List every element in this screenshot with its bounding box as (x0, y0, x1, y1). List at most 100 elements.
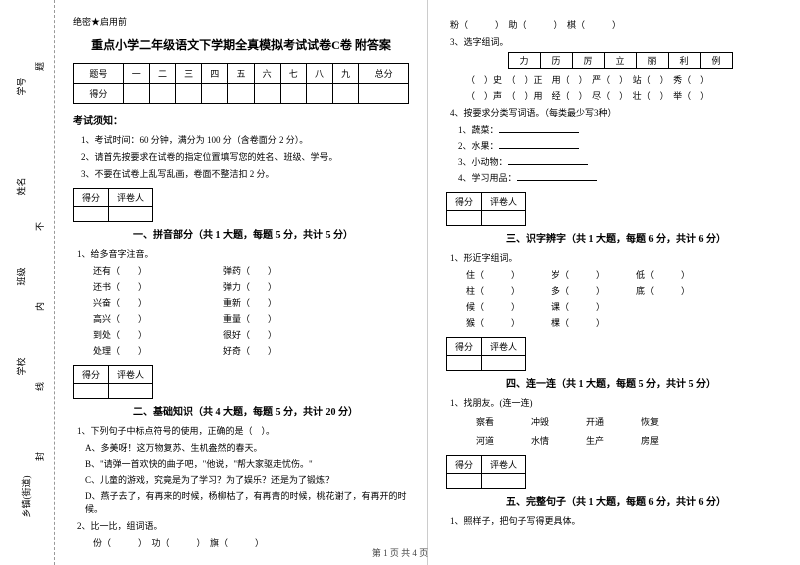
pinyin-item[interactable]: 重新（ ） (223, 296, 353, 309)
grader-cell[interactable] (482, 474, 526, 489)
option-a[interactable]: A、多美呀！这万物复苏、生机盎然的春天。 (85, 441, 409, 454)
q1-1: 1、给多音字注音。 (77, 247, 409, 260)
char: 利 (668, 53, 700, 69)
cell[interactable] (228, 84, 254, 104)
near-row[interactable]: 猴（ ）棵（ ） (466, 316, 782, 329)
cell[interactable] (359, 84, 409, 104)
score-cell[interactable] (74, 207, 109, 222)
score-cell[interactable] (74, 384, 109, 399)
section-score-box: 得分评卷人 (73, 188, 153, 222)
grader-label: 评卷人 (482, 338, 526, 356)
seal-mark: 封 (33, 452, 46, 461)
cell[interactable] (202, 84, 228, 104)
score-table: 题号 一 二 三 四 五 六 七 八 九 总分 得分 (73, 63, 409, 104)
lian-row-bottom[interactable]: 河道水情生产房屋 (476, 434, 782, 447)
page-footer: 第 1 页 共 4 页 (0, 546, 800, 559)
q3-1: 1、形近字组词。 (450, 251, 782, 264)
cell[interactable] (123, 84, 149, 104)
field-township[interactable]: 乡镇(街道) (20, 476, 33, 518)
char: 立 (604, 53, 636, 69)
cell[interactable] (280, 84, 306, 104)
grader-cell[interactable] (482, 356, 526, 371)
q5-1: 1、照样子，把句子写得更具体。 (450, 514, 782, 527)
option-c[interactable]: C、儿童的游戏，究竟是为了学习？为了娱乐？还是为了锻炼？ (85, 473, 409, 486)
notice-item: 3、不要在试卷上乱写乱画，卷面不整洁扣 2 分。 (81, 167, 409, 180)
notice-title: 考试须知： (73, 112, 409, 127)
grader-cell[interactable] (482, 211, 526, 226)
cat-item[interactable]: 2、水果： (458, 139, 782, 152)
near-row[interactable]: 柱（ ）多（ ）底（ ） (466, 284, 782, 297)
score-cell[interactable] (447, 356, 482, 371)
char: 丽 (636, 53, 668, 69)
right-column: 粉（ ） 助（ ） 棋（ ） 3、选字组词。 力历厉立丽利例 （ ）史 （ ）正… (428, 0, 800, 565)
grader-label: 评卷人 (482, 456, 526, 474)
option-b[interactable]: B、"请弹一首欢快的曲子吧，"他说，"帮大家驱走忧伤。" (85, 457, 409, 470)
grader-label: 评卷人 (109, 366, 153, 384)
row-score: 得分 (74, 84, 124, 104)
pinyin-item[interactable]: 高兴（ ） (93, 312, 223, 325)
cat-item[interactable]: 3、小动物： (458, 155, 782, 168)
line-mark: 线 (33, 382, 46, 391)
binding-margin: 乡镇(街道) 学校 班级 姓名 学号 封 线 内 不 题 (0, 0, 55, 565)
char-row[interactable]: （ ）史 （ ）正 用（ ） 严（ ） 站（ ） 秀（ ） (466, 73, 782, 86)
q2-3: 3、选字组词。 (450, 35, 782, 48)
th-total: 总分 (359, 64, 409, 84)
pinyin-item[interactable]: 重量（ ） (223, 312, 353, 325)
grader-cell[interactable] (109, 207, 153, 222)
cat-item[interactable]: 1、蔬菜： (458, 123, 782, 136)
cell[interactable] (333, 84, 359, 104)
char-row[interactable]: （ ）声 （ ）用 经（ ） 尽（ ） 壮（ ） 举（ ） (466, 89, 782, 102)
score-cell[interactable] (447, 211, 482, 226)
score-cell[interactable] (447, 474, 482, 489)
char: 例 (700, 53, 732, 69)
q2-2: 2、比一比，组词语。 (77, 519, 409, 532)
cell[interactable] (306, 84, 332, 104)
section-score-box: 得分评卷人 (446, 192, 526, 226)
field-id[interactable]: 学号 (15, 77, 28, 95)
q2-4: 4、按要求分类写词语。（每类最少写3种） (450, 106, 782, 119)
cell[interactable] (254, 84, 280, 104)
grader-label: 评卷人 (109, 189, 153, 207)
pinyin-item[interactable]: 处理（ ） (93, 344, 223, 357)
section-score-box: 得分评卷人 (446, 455, 526, 489)
option-d[interactable]: D、燕子去了，有再来的时候，杨柳枯了，有再青的时候，桃花谢了，有再开的时候。 (85, 489, 409, 515)
near-row[interactable]: 住（ ）岁（ ）低（ ） (466, 268, 782, 281)
notice-item: 2、请首先按要求在试卷的指定位置填写您的姓名、班级、学号。 (81, 150, 409, 163)
pinyin-item[interactable]: 还有（ ） (93, 264, 223, 277)
cell[interactable] (149, 84, 175, 104)
th-8: 八 (306, 64, 332, 84)
field-school[interactable]: 学校 (15, 357, 28, 375)
char: 厉 (572, 53, 604, 69)
q2-1: 1、下列句子中标点符号的使用，正确的是（ ）。 (77, 424, 409, 437)
cell[interactable] (176, 84, 202, 104)
near-row[interactable]: 候（ ）课（ ） (466, 300, 782, 313)
th-5: 五 (228, 64, 254, 84)
pinyin-item[interactable]: 弹药（ ） (223, 264, 353, 277)
grader-cell[interactable] (109, 384, 153, 399)
pinyin-item[interactable]: 到处（ ） (93, 328, 223, 341)
th-7: 七 (280, 64, 306, 84)
pinyin-item[interactable]: 好奇（ ） (223, 344, 353, 357)
cat-item[interactable]: 4、学习用品： (458, 171, 782, 184)
field-class[interactable]: 班级 (15, 267, 28, 285)
section-1-title: 一、拼音部分（共 1 大题，每题 5 分，共计 5 分） (133, 226, 409, 241)
left-column: 绝密★启用前 重点小学二年级语文下学期全真模拟考试试卷C卷 附答案 题号 一 二… (55, 0, 428, 565)
th-4: 四 (202, 64, 228, 84)
pinyin-item[interactable]: 很好（ ） (223, 328, 353, 341)
fill-row[interactable]: 粉（ ） 助（ ） 棋（ ） (450, 18, 782, 31)
score-label: 得分 (74, 189, 109, 207)
pinyin-item[interactable]: 弹力（ ） (223, 280, 353, 293)
char: 力 (508, 53, 540, 69)
section-2-title: 二、基础知识（共 4 大题，每题 5 分，共计 20 分） (133, 403, 409, 418)
score-label: 得分 (447, 193, 482, 211)
lian-row-top[interactable]: 察看冲毁开通恢复 (476, 415, 782, 428)
inside-mark: 内 (33, 302, 46, 311)
th-num: 题号 (74, 64, 124, 84)
section-4-title: 四、连一连（共 1 大题，每题 5 分，共计 5 分） (506, 375, 782, 390)
exam-title: 重点小学二年级语文下学期全真模拟考试试卷C卷 附答案 (73, 36, 409, 53)
pinyin-item[interactable]: 还书（ ） (93, 280, 223, 293)
section-score-box: 得分评卷人 (73, 365, 153, 399)
pinyin-item[interactable]: 兴奋（ ） (93, 296, 223, 309)
th-9: 九 (333, 64, 359, 84)
field-name[interactable]: 姓名 (15, 177, 28, 195)
